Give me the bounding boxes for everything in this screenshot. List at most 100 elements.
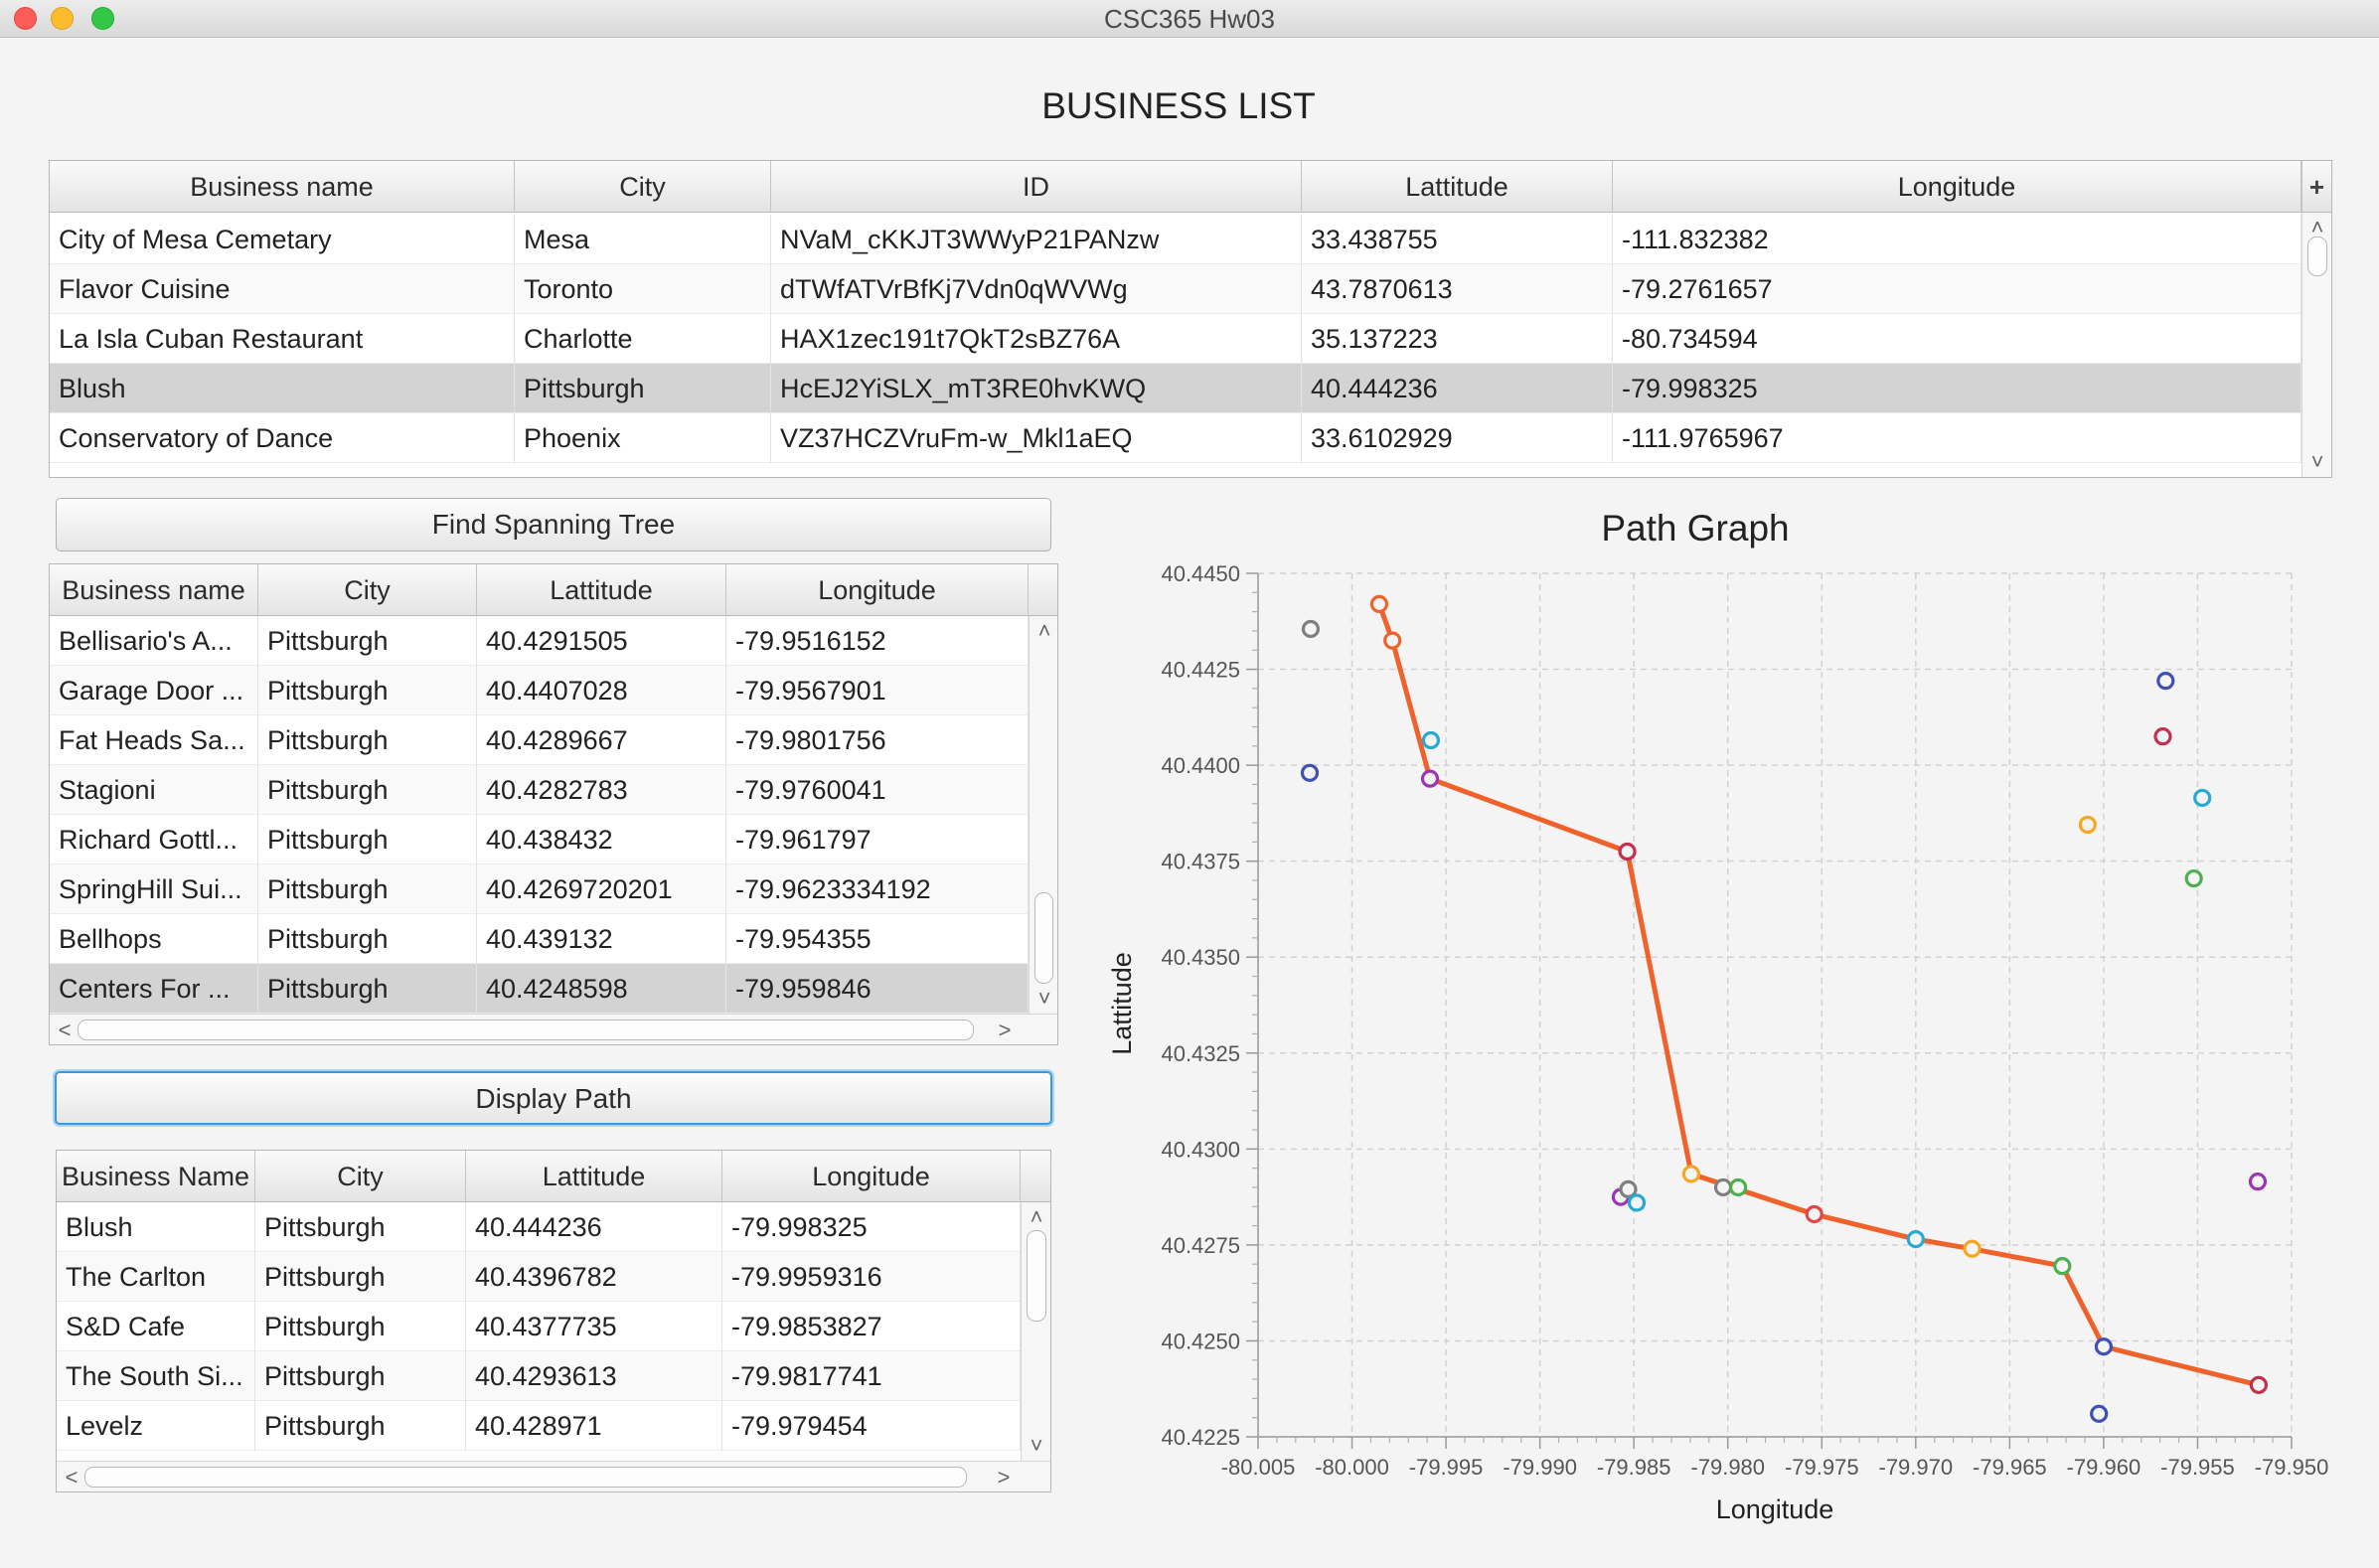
find-spanning-tree-button[interactable]: Find Spanning Tree [56,498,1051,551]
scrollbar-thumb[interactable] [1034,892,1053,984]
table-cell: -79.9567901 [726,666,1029,715]
scrollbar-thumb[interactable] [84,1467,967,1488]
x-tick-label: -80.005 [1221,1455,1296,1480]
spanning-tree-vscrollbar[interactable]: ˄ ˅ [1029,616,1057,1014]
scroll-left-icon[interactable]: ˂ [65,1465,79,1490]
table-row[interactable]: The South Si... Pittsburgh 40.4293613 -79.9… [57,1351,1021,1401]
table-row[interactable]: SpringHill Sui... Pittsburgh 40.4269720201… [50,864,1029,914]
spanning-tree-table[interactable]: Business name City Lattitude Longitude Bell… [49,563,1058,1045]
table-cell: dTWfATVrBfKj7Vdn0qWVWg [771,264,1302,314]
x-tick-label: -79.965 [1973,1455,2047,1480]
table-cell: Pittsburgh [515,364,771,413]
column-header[interactable]: Lattitude [477,564,726,616]
data-point [1369,594,1389,613]
scroll-up-icon[interactable]: ˄ [2310,215,2324,239]
table-cell: Phoenix [515,413,771,463]
table-row[interactable]: Blush Pittsburgh HcEJ2YiSLX_mT3RE0hvKWQ 40.… [50,364,2301,413]
business-list-rows: City of Mesa Cemetary Mesa NVaM_cKKJT3WWyP… [50,215,2301,463]
plus-icon[interactable]: + [2301,161,2331,213]
business-list-table[interactable]: Business name City ID Lattitude Longitude + … [49,160,2332,478]
path-table[interactable]: Business Name City Lattitude Longitude Blus… [56,1150,1051,1492]
data-point [1383,631,1402,650]
spanning-tree-rows: Bellisario's A... Pittsburgh 40.4291505 -79… [50,616,1029,1014]
table-cell: Pittsburgh [255,1302,466,1351]
scroll-down-icon[interactable]: ˅ [2310,449,2324,474]
scroll-left-icon[interactable]: ˂ [58,1018,72,1042]
column-header[interactable]: Business name [50,161,515,213]
table-row[interactable]: La Isla Cuban Restaurant Charlotte HAX1zec… [50,314,2301,364]
column-header[interactable]: Lattitude [1302,161,1613,213]
table-row[interactable]: Fat Heads Sa... Pittsburgh 40.4289667 -79.9… [50,715,1029,765]
column-header[interactable]: Lattitude [466,1151,722,1202]
table-row[interactable]: Conservatory of Dance Phoenix VZ37HCZVruFm… [50,413,2301,463]
display-path-button[interactable]: Display Path [55,1071,1052,1125]
table-cell: Pittsburgh [258,765,477,815]
spanning-tree-header: Business name City Lattitude Longitude [50,564,1057,616]
table-row[interactable]: Centers For ... Pittsburgh 40.4248598 -79.9… [50,964,1029,1014]
x-tick-label: -79.950 [2255,1455,2329,1480]
column-header[interactable]: Business name [50,564,258,616]
data-point [1301,619,1321,639]
window-maximize-button[interactable] [91,7,114,30]
table-row[interactable]: Flavor Cuisine Toronto dTWfATVrBfKj7Vdn0qW… [50,264,2301,314]
business-list-vscrollbar[interactable]: ˄ ˅ [2301,213,2331,477]
path-hscrollbar[interactable]: ˂ ˃ [57,1461,1050,1491]
table-cell: Stagioni [50,765,258,815]
table-cell: -79.998325 [1613,364,2301,413]
scroll-right-icon[interactable]: ˃ [998,1018,1012,1042]
column-header[interactable]: ID [771,161,1302,213]
table-row[interactable]: Blush Pittsburgh 40.444236 -79.998325 [57,1202,1021,1252]
scrollbar-thumb[interactable] [2307,236,2327,276]
table-cell: NVaM_cKKJT3WWyP21PANzw [771,215,1302,264]
table-cell: Pittsburgh [258,815,477,864]
table-row[interactable]: City of Mesa Cemetary Mesa NVaM_cKKJT3WWyP… [50,215,2301,264]
table-cell: Pittsburgh [255,1202,466,1252]
scroll-up-icon[interactable]: ˄ [1030,1204,1043,1229]
table-cell: -79.9801756 [726,715,1029,765]
window-close-button[interactable] [14,7,37,30]
scroll-up-icon[interactable]: ˄ [1037,618,1051,643]
scroll-down-icon[interactable]: ˅ [1030,1433,1043,1458]
table-cell: Centers For ... [50,964,258,1014]
table-row[interactable]: Bellisario's A... Pittsburgh 40.4291505 -79… [50,616,1029,666]
plus-icon-glyph: + [2308,172,2325,202]
y-tick-label: 40.4325 [1161,1041,1240,1066]
table-cell: HcEJ2YiSLX_mT3RE0hvKWQ [771,364,1302,413]
table-cell: Conservatory of Dance [50,413,515,463]
table-cell: Richard Gottl... [50,815,258,864]
chart-ticks: 40.4225 40.4250 40.4275 40.4300 40.4325 40.43… [1161,561,2328,1480]
table-row[interactable]: Stagioni Pittsburgh 40.4282783 -79.9760041 [50,765,1029,815]
scrollbar-thumb[interactable] [78,1019,974,1040]
y-tick-label: 40.4225 [1161,1425,1240,1450]
column-header[interactable]: Longitude [726,564,1029,616]
spanning-tree-hscrollbar[interactable]: ˂ ˃ [50,1014,1057,1044]
table-cell: Blush [57,1202,255,1252]
table-cell: La Isla Cuban Restaurant [50,314,515,364]
table-row[interactable]: Bellhops Pittsburgh 40.439132 -79.954355 [50,914,1029,964]
table-cell: Fat Heads Sa... [50,715,258,765]
data-point [2193,788,2212,808]
column-header[interactable]: Longitude [1613,161,2301,213]
path-vscrollbar[interactable]: ˄ ˅ [1021,1202,1050,1461]
column-header[interactable]: Longitude [722,1151,1021,1202]
window-minimize-button[interactable] [51,7,74,30]
scrollbar-thumb[interactable] [1027,1230,1046,1322]
table-row[interactable]: The Carlton Pittsburgh 40.4396782 -79.99593… [57,1252,1021,1302]
table-row[interactable]: Levelz Pittsburgh 40.428971 -79.979454 [57,1401,1021,1451]
data-point [1421,730,1441,750]
x-tick-label: -79.980 [1690,1455,1765,1480]
column-header[interactable]: City [255,1151,466,1202]
table-cell: Blush [50,364,515,413]
table-cell: Pittsburgh [255,1252,466,1302]
table-cell: 40.444236 [466,1202,722,1252]
column-header[interactable]: City [258,564,477,616]
table-row[interactable]: Garage Door ... Pittsburgh 40.4407028 -79.9… [50,666,1029,715]
table-row[interactable]: S&D Cafe Pittsburgh 40.4377735 -79.9853827 [57,1302,1021,1351]
table-cell: SpringHill Sui... [50,864,258,914]
scroll-down-icon[interactable]: ˅ [1037,986,1051,1011]
column-header[interactable]: City [515,161,771,213]
scroll-right-icon[interactable]: ˃ [997,1465,1011,1490]
table-row[interactable]: Richard Gottl... Pittsburgh 40.438432 -79.9… [50,815,1029,864]
data-point [2078,815,2097,835]
column-header[interactable]: Business Name [57,1151,255,1202]
